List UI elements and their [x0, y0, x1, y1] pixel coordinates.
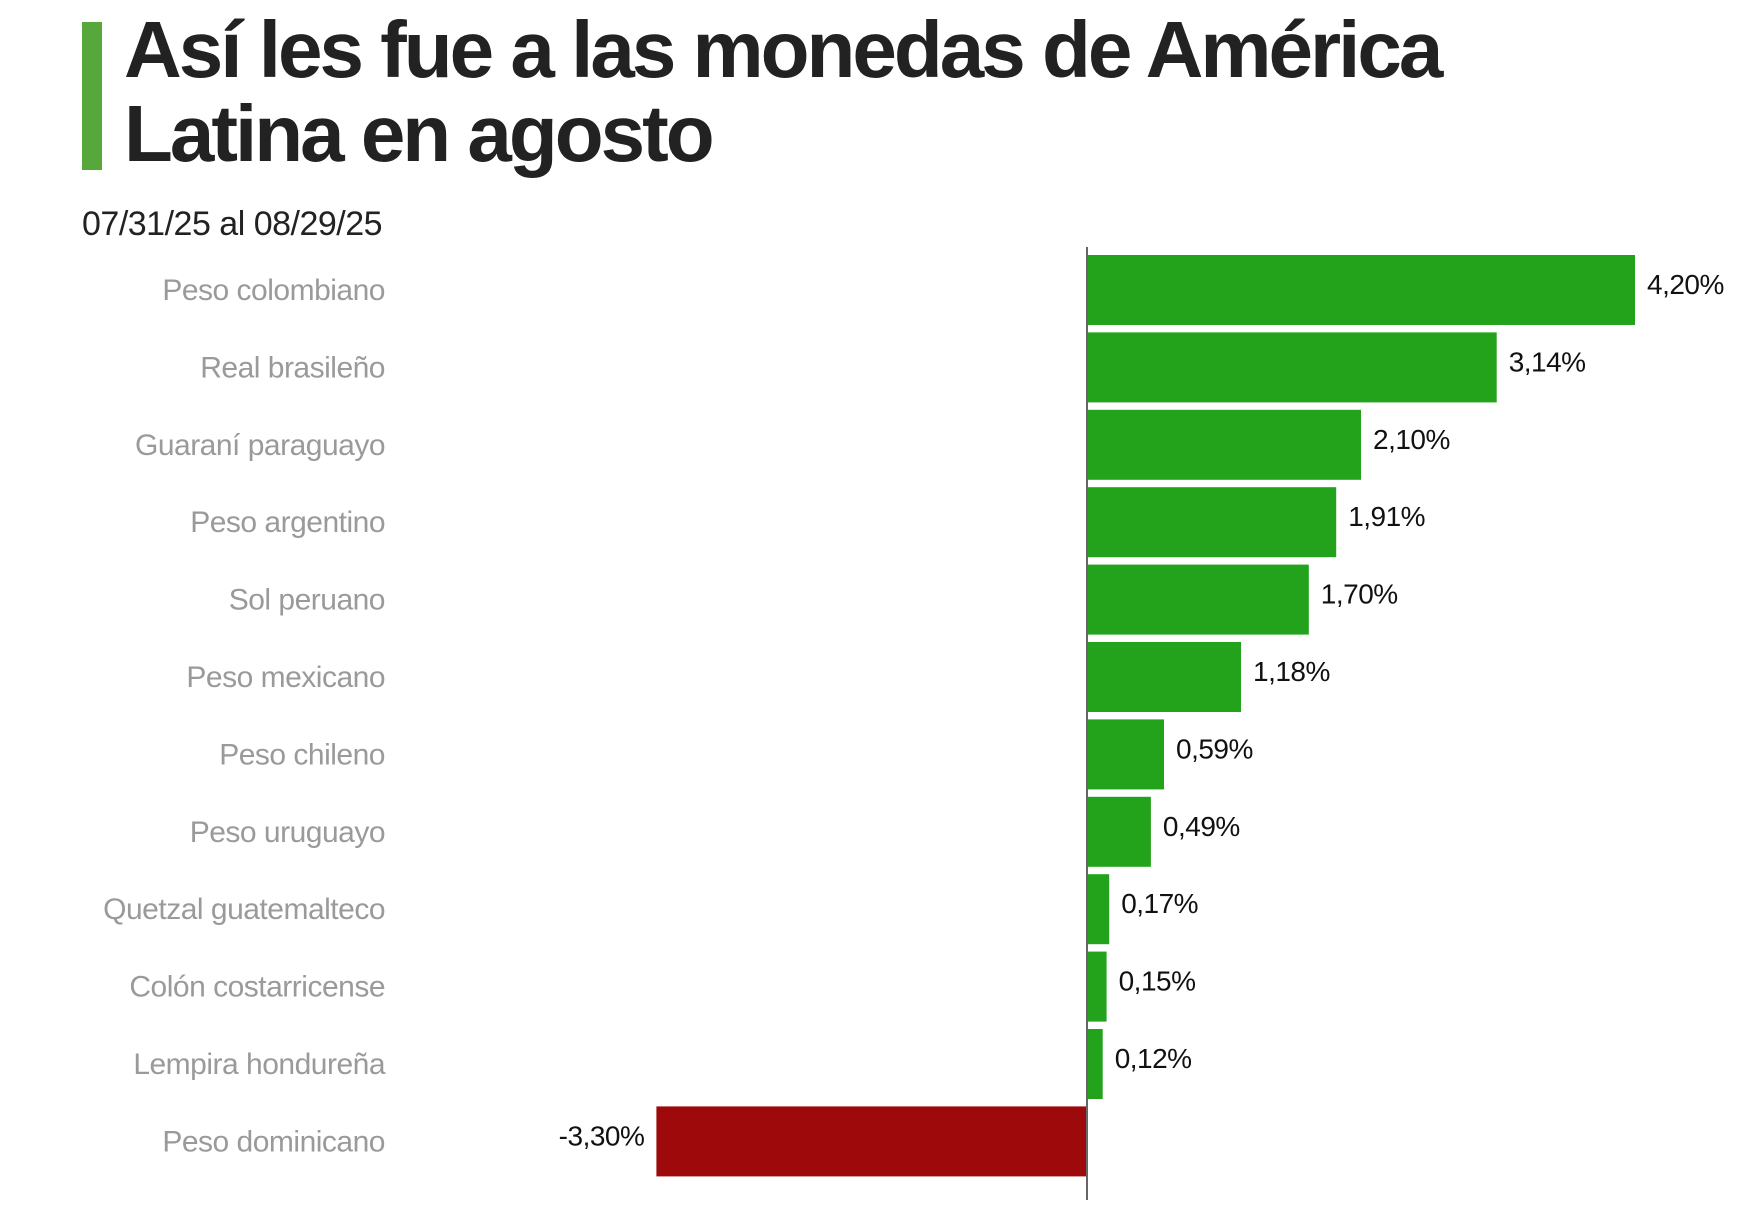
- bar-11: [656, 1106, 1087, 1177]
- value-label: 0,49%: [1163, 811, 1240, 842]
- labels-group: Peso colombiano 4,20% Real brasileño 3,14% G…: [103, 269, 1724, 1158]
- bar-2: [1087, 409, 1361, 480]
- category-label: Lempira hondureña: [133, 1048, 386, 1081]
- title-accent-bar: [82, 22, 102, 170]
- bar-7: [1087, 796, 1151, 867]
- bar-4: [1087, 564, 1309, 635]
- category-label: Peso dominicano: [162, 1125, 385, 1158]
- value-label: -3,30%: [559, 1120, 645, 1151]
- value-label: 0,59%: [1176, 733, 1253, 764]
- category-label: Peso uruguayo: [190, 816, 385, 849]
- category-label: Colón costarricense: [129, 971, 385, 1004]
- chart-subtitle: 07/31/25 al 08/29/25: [82, 205, 383, 243]
- bar-0: [1087, 255, 1635, 325]
- bar-8: [1087, 874, 1110, 945]
- value-label: 0,12%: [1115, 1043, 1192, 1074]
- value-label: 1,91%: [1348, 501, 1425, 532]
- category-label: Peso chileno: [219, 738, 385, 771]
- category-label: Peso argentino: [190, 506, 385, 539]
- category-label: Quetzal guatemalteco: [103, 893, 385, 926]
- bar-10: [1087, 1029, 1103, 1099]
- value-label: 0,15%: [1119, 966, 1196, 997]
- category-label: Peso mexicano: [186, 661, 385, 694]
- value-label: 2,10%: [1373, 424, 1450, 455]
- category-label: Peso colombiano: [162, 274, 385, 307]
- bar-9: [1087, 951, 1107, 1022]
- bar-5: [1087, 642, 1241, 712]
- bar-6: [1087, 719, 1164, 790]
- category-label: Guaraní paraguayo: [135, 429, 385, 462]
- category-label: Real brasileño: [200, 351, 385, 384]
- bar-1: [1087, 332, 1497, 403]
- chart-title: Así les fue a las monedas de América Lat…: [124, 5, 1443, 178]
- value-label: 1,70%: [1321, 579, 1398, 610]
- value-label: 4,20%: [1647, 269, 1724, 300]
- category-label: Sol peruano: [229, 584, 385, 617]
- value-label: 0,17%: [1121, 888, 1198, 919]
- value-label: 1,18%: [1253, 656, 1330, 687]
- value-label: 3,14%: [1509, 346, 1586, 377]
- bar-3: [1087, 487, 1337, 558]
- bars-group: [656, 255, 1635, 1177]
